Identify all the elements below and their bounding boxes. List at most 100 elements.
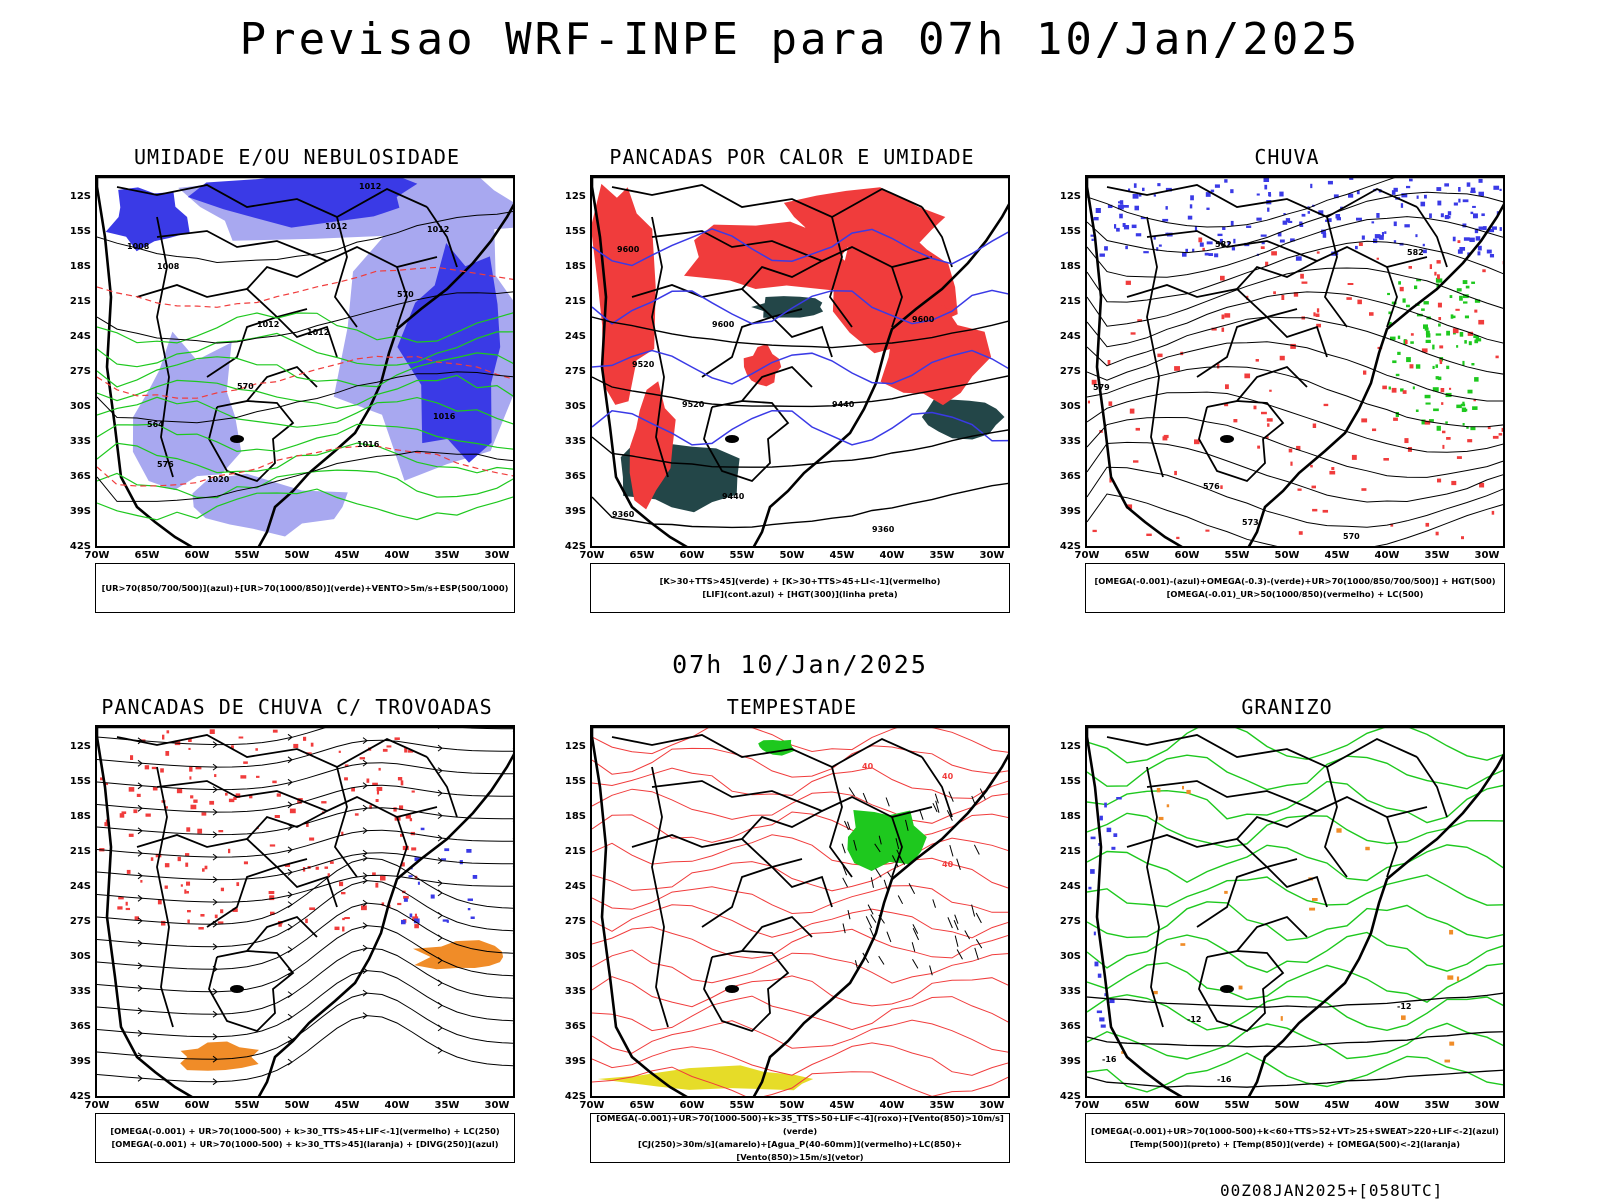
contour-label: -16 — [1217, 1075, 1232, 1084]
map-frame[interactable]: 40 40 40 — [590, 725, 1010, 1098]
rain-blue — [1233, 238, 1236, 244]
water-vapor-contour — [592, 1019, 1008, 1054]
rain-red — [1137, 319, 1143, 322]
state-border — [206, 315, 338, 378]
storm-red — [128, 833, 134, 837]
storm-red — [338, 750, 341, 753]
lon-tick-label: 65W — [1124, 550, 1150, 561]
omega-orange — [1153, 990, 1158, 995]
storm-red — [397, 902, 402, 906]
streamline — [97, 880, 513, 948]
streamline — [97, 852, 513, 881]
hgt-contour — [592, 429, 1008, 468]
streamline-arrow — [512, 838, 513, 845]
state-border — [631, 834, 803, 868]
storm-red — [256, 775, 260, 778]
rain-blue — [1373, 238, 1378, 244]
rain-blue — [1429, 213, 1432, 219]
rain-red — [1478, 319, 1485, 325]
map-frame[interactable] — [95, 725, 515, 1098]
contour-label: 576 — [157, 460, 174, 469]
streamline-arrow — [512, 1062, 513, 1069]
rain-red — [1297, 488, 1302, 491]
rain-blue — [1481, 213, 1485, 217]
rain-green — [1424, 394, 1431, 399]
omega-orange — [1456, 976, 1460, 982]
streamline-arrow — [137, 917, 143, 925]
streamline-arrow — [362, 899, 368, 907]
streamline-arrow — [137, 827, 143, 835]
storm-red — [344, 777, 348, 781]
streamline-arrow — [437, 1002, 443, 1009]
lat-tick-label: 42S — [69, 1091, 91, 1102]
rain-blue — [1138, 193, 1142, 197]
rain-blue — [1436, 187, 1442, 191]
water-vapor-contour — [592, 1066, 1008, 1096]
map-canvas: 9600 9600 9520 9520 9440 9440 9360 9360 9600 — [592, 177, 1008, 546]
rain-blue — [1165, 206, 1168, 210]
storm-red — [228, 798, 235, 803]
lat-tick-label: 15S — [69, 226, 91, 237]
state-border — [829, 216, 853, 328]
water-vapor-contour — [592, 926, 1008, 959]
streamline-arrow — [212, 876, 218, 883]
water-vapor-contour — [592, 745, 1008, 778]
rain-blue — [1204, 252, 1209, 256]
rain-red — [1221, 327, 1225, 332]
lat-tick-label: 27S — [564, 366, 586, 377]
streamline-arrow — [212, 1010, 218, 1018]
rain-red — [1405, 339, 1408, 345]
rain-blue — [1123, 225, 1130, 230]
rain-red — [1225, 384, 1229, 390]
map-frame[interactable]: 1012 1012 1012 1008 1008 1012 1012 1016 1016 1020… — [95, 175, 515, 548]
water-vapor-contour — [592, 995, 1008, 1032]
rain-blue — [1279, 239, 1285, 243]
wind-vector — [974, 947, 979, 960]
streamline — [97, 807, 513, 836]
rain-red — [1376, 257, 1379, 260]
streamline-arrow — [437, 912, 443, 919]
streamline-arrow — [287, 968, 293, 976]
storm-red — [225, 792, 228, 796]
streamline — [97, 727, 513, 746]
rain-blue — [1263, 177, 1270, 182]
storm-red — [150, 857, 154, 861]
rain-red — [1346, 297, 1352, 300]
rain-red — [1312, 423, 1317, 428]
map-frame[interactable]: 582 582 579 576 573 570 — [1085, 175, 1505, 548]
storm-red — [284, 863, 291, 867]
wind-vector — [878, 955, 885, 965]
rain-green — [1416, 278, 1422, 282]
temp850-contour — [1087, 727, 1503, 764]
storm-red — [372, 782, 378, 786]
streamline-arrow — [212, 1078, 218, 1086]
lon-tick-label: 40W — [384, 550, 410, 561]
legend-line: [OMEGA(-0.001)+UR>70(1000-500)+k<60+TTS>… — [1091, 1126, 1499, 1136]
rain-blue — [1499, 188, 1502, 191]
rain-red — [1267, 423, 1270, 427]
divergence-blue — [442, 919, 449, 922]
shade-convection — [743, 344, 782, 387]
divergence-blue — [444, 848, 450, 852]
rain-green — [1436, 283, 1440, 288]
streamline-arrow — [437, 812, 443, 819]
rain-red — [1383, 458, 1389, 461]
state-border — [701, 865, 833, 928]
map-frame[interactable]: -12 -12 -16 -16 — [1085, 725, 1505, 1098]
rain-blue — [1318, 210, 1324, 215]
storm-red — [128, 787, 135, 792]
state-border — [1106, 734, 1418, 769]
rain-red — [1390, 523, 1394, 527]
state-border — [136, 834, 308, 868]
rain-blue — [1478, 191, 1484, 197]
storm-red — [327, 873, 330, 878]
map-frame[interactable]: 9600 9600 9520 9520 9440 9440 9360 9360 9600 — [590, 175, 1010, 548]
contour-label: 1012 — [307, 328, 329, 337]
lat-tick-label: 42S — [564, 541, 586, 552]
rain-red — [1495, 355, 1499, 359]
storm-red — [268, 891, 275, 895]
lat-tick-label: 18S — [1059, 811, 1081, 822]
lat-tick-label: 27S — [1059, 916, 1081, 927]
rain-blue — [1256, 217, 1262, 221]
contour-label: -16 — [1102, 1055, 1117, 1064]
